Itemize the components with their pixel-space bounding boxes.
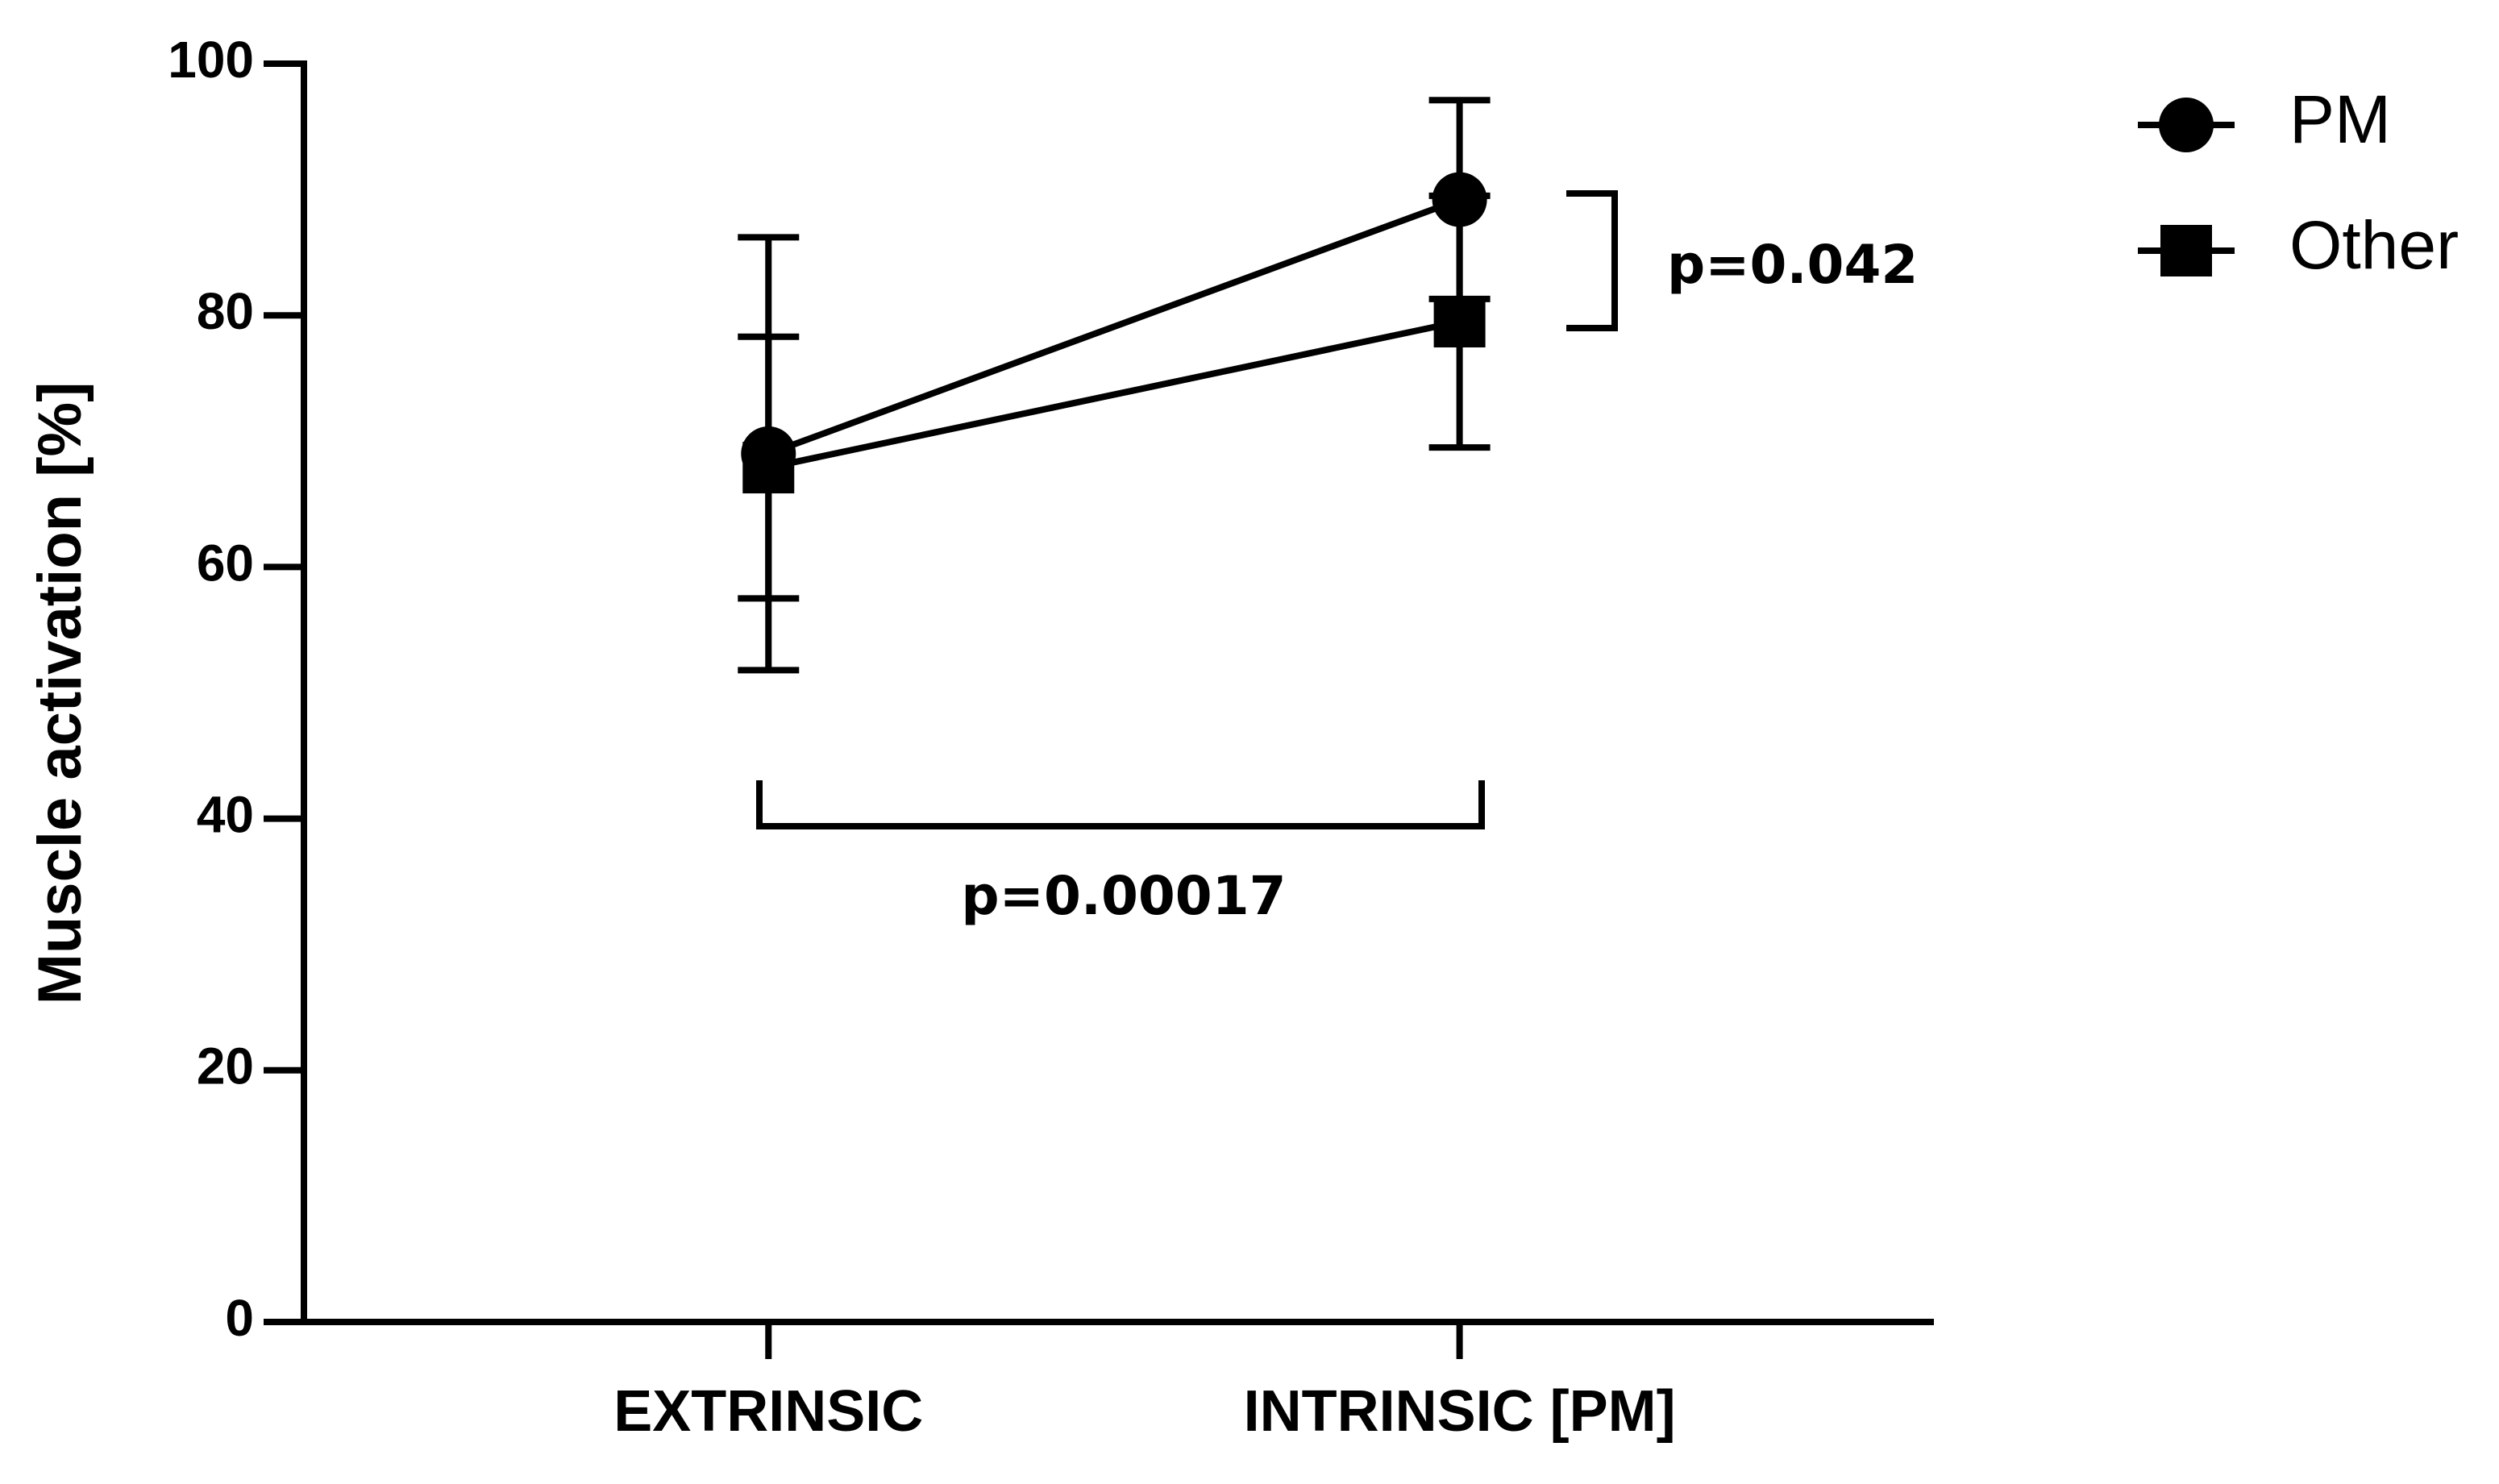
legend-label: PM (2289, 81, 2391, 157)
annotation: p=0.00017 (961, 865, 1286, 927)
annotation: p=0.042 (1667, 234, 1918, 296)
legend-label: Other (2289, 207, 2459, 283)
data-point (1432, 172, 1487, 227)
y-tick-label: 80 (197, 282, 254, 340)
bracket (756, 780, 1485, 829)
y-axis-label: Muscle activation [%] (26, 382, 94, 1005)
legend-marker (2159, 98, 2214, 152)
x-tick-label: INTRINSIC [PM] (1244, 1379, 1676, 1444)
y-tick-label: 60 (197, 534, 254, 592)
x-tick-label: EXTRINSIC (613, 1379, 923, 1444)
data-point (742, 442, 795, 494)
series-line (767, 318, 1461, 471)
bracket (1566, 190, 1618, 331)
legend-marker (2160, 225, 2212, 276)
y-tick-label: 20 (197, 1037, 254, 1095)
series-line (767, 196, 1461, 457)
y-tick-label: 0 (225, 1289, 254, 1347)
y-tick-label: 40 (197, 786, 254, 844)
y-tick-label: 100 (168, 31, 254, 89)
data-point (1433, 296, 1486, 348)
